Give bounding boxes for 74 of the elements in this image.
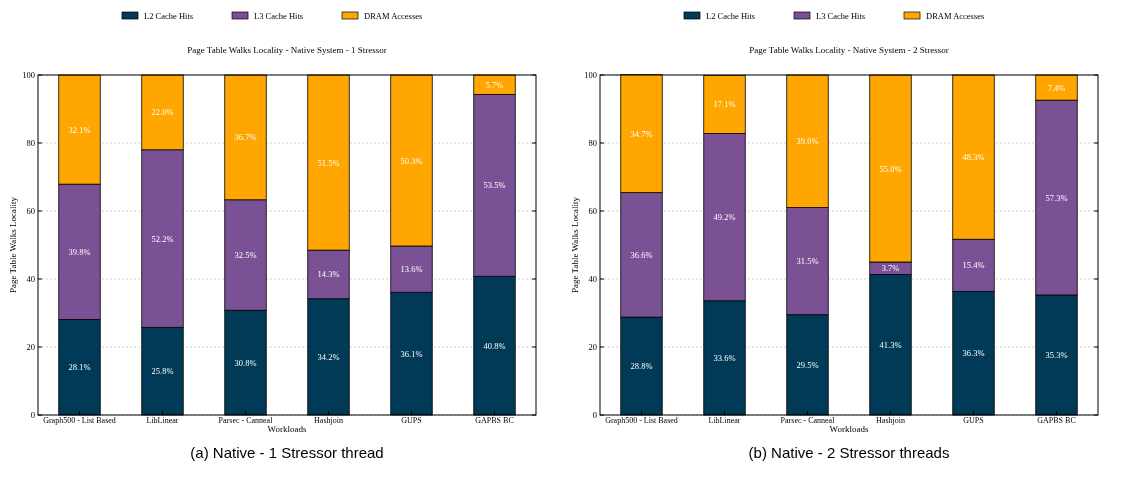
data-label: 13.6%: [400, 264, 423, 275]
data-label: 28.8%: [630, 361, 653, 372]
data-label: 34.2%: [317, 351, 340, 362]
x-tick-label: Parsec - Canneal: [780, 416, 836, 425]
data-label: 7.4%: [1047, 82, 1066, 93]
x-tick-label: Graph500 - List Based: [605, 416, 678, 425]
y-tick-label: 40: [26, 274, 35, 284]
x-axis-title: Workloads: [267, 424, 307, 434]
y-tick-label: 0: [30, 410, 35, 420]
legend-label: DRAM Accesses: [926, 10, 985, 21]
data-label: 32.1%: [68, 124, 91, 135]
data-label: 34.7%: [630, 128, 653, 139]
x-tick-label: GUPS: [401, 416, 422, 425]
legend-label: L2 Cache Hits: [706, 10, 756, 21]
data-label: 50.3%: [400, 155, 423, 166]
x-tick-label: GUPS: [963, 416, 984, 425]
y-tick-label: 60: [588, 206, 597, 216]
data-label: 3.7%: [881, 263, 900, 274]
data-label: 31.5%: [796, 256, 819, 267]
y-tick-label: 80: [26, 138, 35, 148]
y-tick-label: 20: [588, 342, 597, 352]
data-label: 30.8%: [234, 357, 257, 368]
data-label: 17.1%: [713, 99, 736, 110]
data-label: 14.3%: [317, 269, 340, 280]
data-label: 32.5%: [234, 250, 257, 261]
y-tick-label: 60: [26, 206, 35, 216]
data-label: 36.1%: [400, 348, 423, 359]
data-label: 36.6%: [630, 249, 653, 260]
y-tick-label: 100: [22, 70, 35, 80]
x-tick-label: GAPBS BC: [1037, 416, 1076, 425]
legend-label: L2 Cache Hits: [144, 10, 194, 21]
x-tick-label: GAPBS BC: [475, 416, 514, 425]
data-label: 41.3%: [879, 339, 902, 350]
y-tick-label: 20: [26, 342, 35, 352]
text: (b) Native - 2 Stressor threads: [748, 444, 950, 461]
data-label: 35.3%: [1045, 349, 1068, 360]
chart-title: Page Table Walks Locality - Native System - 1 Stressor: [187, 45, 387, 55]
data-label: 39.0%: [796, 136, 819, 147]
data-label: 49.2%: [713, 212, 736, 223]
data-label: 52.2%: [151, 233, 174, 244]
data-label: 39.8%: [68, 246, 91, 257]
chart-title: Page Table Walks Locality - Native System - 2 Stressor: [749, 45, 949, 55]
data-label: 40.8%: [483, 340, 506, 351]
legend-label: DRAM Accesses: [364, 10, 423, 21]
data-label: 57.3%: [1045, 192, 1068, 203]
data-label: 51.5%: [317, 157, 340, 168]
x-tick-label: Hashjoin: [876, 416, 905, 425]
y-tick-label: 40: [588, 274, 597, 284]
data-label: 25.8%: [151, 366, 174, 377]
x-tick-label: LibLinear: [708, 416, 741, 425]
y-axis-title: Page Table Walks Locality: [570, 196, 580, 294]
x-tick-label: LibLinear: [146, 416, 179, 425]
data-label: 5.7%: [485, 79, 504, 90]
text: (a) Native - 1 Stressor thread: [190, 444, 384, 461]
data-label: 55.0%: [879, 163, 902, 174]
y-tick-label: 100: [584, 70, 597, 80]
x-tick-label: Graph500 - List Based: [43, 416, 116, 425]
x-axis-title: Workloads: [829, 424, 869, 434]
y-tick-label: 80: [588, 138, 597, 148]
x-tick-label: Parsec - Canneal: [218, 416, 274, 425]
data-label: 15.4%: [962, 260, 985, 271]
x-tick-label: Hashjoin: [314, 416, 343, 425]
data-label: 28.1%: [68, 362, 91, 373]
data-label: 48.3%: [962, 152, 985, 163]
legend-label: L3 Cache Hits: [816, 10, 866, 21]
legend-label: L3 Cache Hits: [254, 10, 304, 21]
data-label: 36.7%: [234, 132, 257, 143]
data-label: 29.5%: [796, 359, 819, 370]
data-label: 53.5%: [483, 180, 506, 191]
y-axis-title: Page Table Walks Locality: [8, 196, 18, 294]
data-label: 22.0%: [151, 107, 174, 118]
y-tick-label: 0: [592, 410, 597, 420]
data-label: 36.3%: [962, 348, 985, 359]
data-label: 33.6%: [713, 352, 736, 363]
